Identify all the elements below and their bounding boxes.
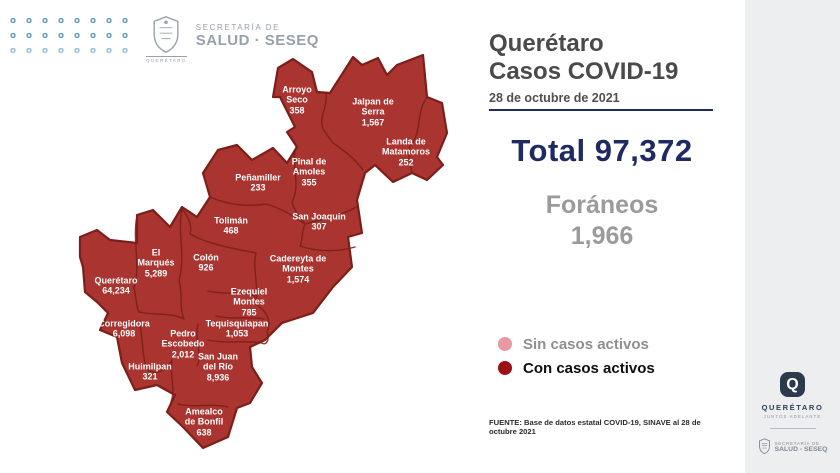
municipality-name: Ezequiel Montes: [230, 286, 268, 307]
municipality-name: Landa de Matamoros: [381, 136, 430, 157]
dot-grid-decoration: [5, 13, 131, 59]
municipality-label-penamiller: Peñamiller 233: [222, 173, 294, 194]
municipality-cases: 5,289: [144, 268, 168, 279]
municipality-label-huimilpan: Huimilpan 321: [117, 362, 183, 383]
municipality-label-landa-de-matamoros: Landa de Matamoros 252: [367, 136, 445, 167]
municipality-cases: 926: [198, 263, 214, 273]
municipality-name: Corregidora: [98, 318, 150, 329]
municipality-cases: 64,234: [102, 286, 130, 296]
seseq-footer-line1: SECRETARÍA DE: [774, 440, 820, 446]
page-title: Querétaro Casos COVID-19: [489, 30, 678, 87]
seseq-line1: SECRETARÍA DE: [195, 23, 281, 32]
foraneos-label: Foráneos: [545, 191, 659, 219]
title-line-2: Casos COVID-19: [489, 58, 679, 86]
municipality-label-cadereyta-de-montes: Cadereyta de Montes 1,574: [269, 253, 327, 284]
municipality-name: El Marqués: [137, 247, 175, 268]
municipality-cases: 358: [289, 105, 305, 116]
queretaro-government-logo: Q QUERÉTARO JUNTOS ADELANTE SECRETARÍA D…: [745, 372, 840, 455]
state-shape: [78, 53, 449, 450]
legend-item-con-casos-activos: Con casos activos: [498, 359, 655, 377]
seseq-footer-logo: SECRETARÍA DE SALUD - SESEQ: [758, 438, 828, 455]
municipality-label-queretaro: Querétaro 64,234: [80, 276, 152, 297]
municipality-name: Peñamiller: [235, 172, 281, 183]
seseq-footer-line2: SALUD - SESEQ: [774, 445, 828, 453]
total-cases: Total 97,372: [488, 133, 716, 169]
municipality-label-colon: Colón 926: [184, 253, 228, 274]
municipality-cases: 321: [142, 372, 158, 382]
municipality-name: Colón: [193, 252, 219, 263]
municipality-name: San Juan del Río: [197, 351, 238, 372]
source-note: FUENTE: Base de datos estatal COVID-19, …: [489, 418, 701, 436]
foraneos-block: Foráneos 1,966: [488, 190, 716, 253]
legend-dot-pink: [498, 337, 512, 351]
q-logo-brand: QUERÉTARO: [761, 403, 824, 412]
seseq-footer-text: SECRETARÍA DE SALUD - SESEQ: [775, 441, 828, 453]
municipality-name: Amealco de Bonfil: [184, 406, 224, 427]
q-logo-tagline: JUNTOS ADELANTE: [763, 414, 822, 419]
municipality-name: Arroyo Seco: [282, 84, 312, 105]
municipality-cases: 785: [241, 307, 257, 318]
crest-icon: [758, 438, 770, 455]
municipality-name: Pedro Escobedo: [161, 328, 205, 349]
municipality-label-el-marques: El Marqués 5,289: [136, 247, 176, 278]
municipality-name: Querétaro: [94, 275, 138, 286]
municipality-cases: 355: [301, 177, 317, 188]
municipality-name: Huimilpan: [128, 361, 172, 372]
total-value: 97,372: [594, 133, 693, 168]
legend-label: Sin casos activos: [523, 335, 649, 353]
municipality-cases: 468: [223, 226, 239, 236]
municipality-name: San Joaquín: [292, 211, 346, 222]
municipality-cases: 8,936: [206, 372, 230, 383]
logo-divider: [769, 428, 816, 429]
seseq-crest: QUERÉTARO: [146, 15, 187, 63]
q-logo-icon: Q: [780, 372, 805, 397]
municipality-label-ezequiel-montes: Ezequiel Montes 785: [220, 286, 278, 317]
municipality-name: Cadereyta de Montes: [269, 253, 327, 274]
municipality-cases: 1,574: [286, 274, 310, 285]
municipality-name: Jalpan de Serra: [352, 96, 394, 117]
municipality-label-corregidora: Corregidora 6,098: [84, 319, 164, 340]
queretaro-state-map: [78, 53, 449, 450]
total-label: Total: [511, 133, 586, 168]
legend-dot-dark-red: [498, 361, 512, 375]
crest-icon: [153, 16, 179, 54]
municipality-name: Pinal de Amoles: [291, 156, 327, 177]
legend: Sin casos activos Con casos activos: [498, 336, 655, 384]
municipality-cases: 1,053: [225, 329, 249, 339]
foraneos-value: 1,966: [570, 222, 634, 251]
municipality-label-jalpan-de-serra: Jalpan de Serra 1,567: [350, 96, 396, 127]
seseq-line2: SALUD · SESEQ: [195, 32, 319, 50]
title-line-1: Querétaro: [489, 30, 604, 57]
report-date: 28 de octubre de 2021: [489, 91, 713, 111]
municipality-label-pedro-escobedo: Pedro Escobedo 2,012: [153, 328, 213, 359]
municipality-borders: [101, 92, 428, 408]
municipality-cases: 307: [311, 222, 327, 232]
municipality-label-san-joaquin: San Joaquín 307: [277, 212, 361, 233]
right-sidebar: Q QUERÉTARO JUNTOS ADELANTE SECRETARÍA D…: [745, 0, 840, 473]
municipality-cases: 2,012: [171, 349, 195, 360]
municipality-label-pinal-de-amoles: Pinal de Amoles 355: [280, 156, 338, 187]
municipality-cases: 6,098: [112, 329, 136, 339]
municipality-name: Tequisquiapan: [205, 318, 269, 329]
municipality-label-tequisquiapan: Tequisquiapan 1,053: [188, 319, 286, 340]
municipality-label-san-juan-del-rio: San Juan del Río 8,936: [191, 351, 245, 382]
municipality-label-amealco-de-bonfil: Amealco de Bonfil 638: [181, 406, 227, 437]
municipality-label-toliman: Tolimán 468: [201, 216, 261, 237]
seseq-logo-text: SECRETARÍA DE SALUD · SESEQ: [196, 23, 319, 49]
municipality-name: Tolimán: [214, 215, 248, 226]
legend-item-sin-casos-activos: Sin casos activos: [498, 335, 655, 353]
municipality-cases: 1,567: [361, 117, 385, 128]
municipality-cases: 252: [398, 157, 414, 168]
municipality-cases: 233: [250, 183, 266, 193]
seseq-header-logo: QUERÉTARO SECRETARÍA DE SALUD · SESEQ: [146, 15, 319, 63]
municipality-cases: 638: [196, 427, 212, 438]
crest-caption: QUERÉTARO: [146, 56, 187, 63]
legend-label: Con casos activos: [523, 359, 655, 377]
municipality-label-arroyo-seco: Arroyo Seco 358: [273, 84, 321, 115]
